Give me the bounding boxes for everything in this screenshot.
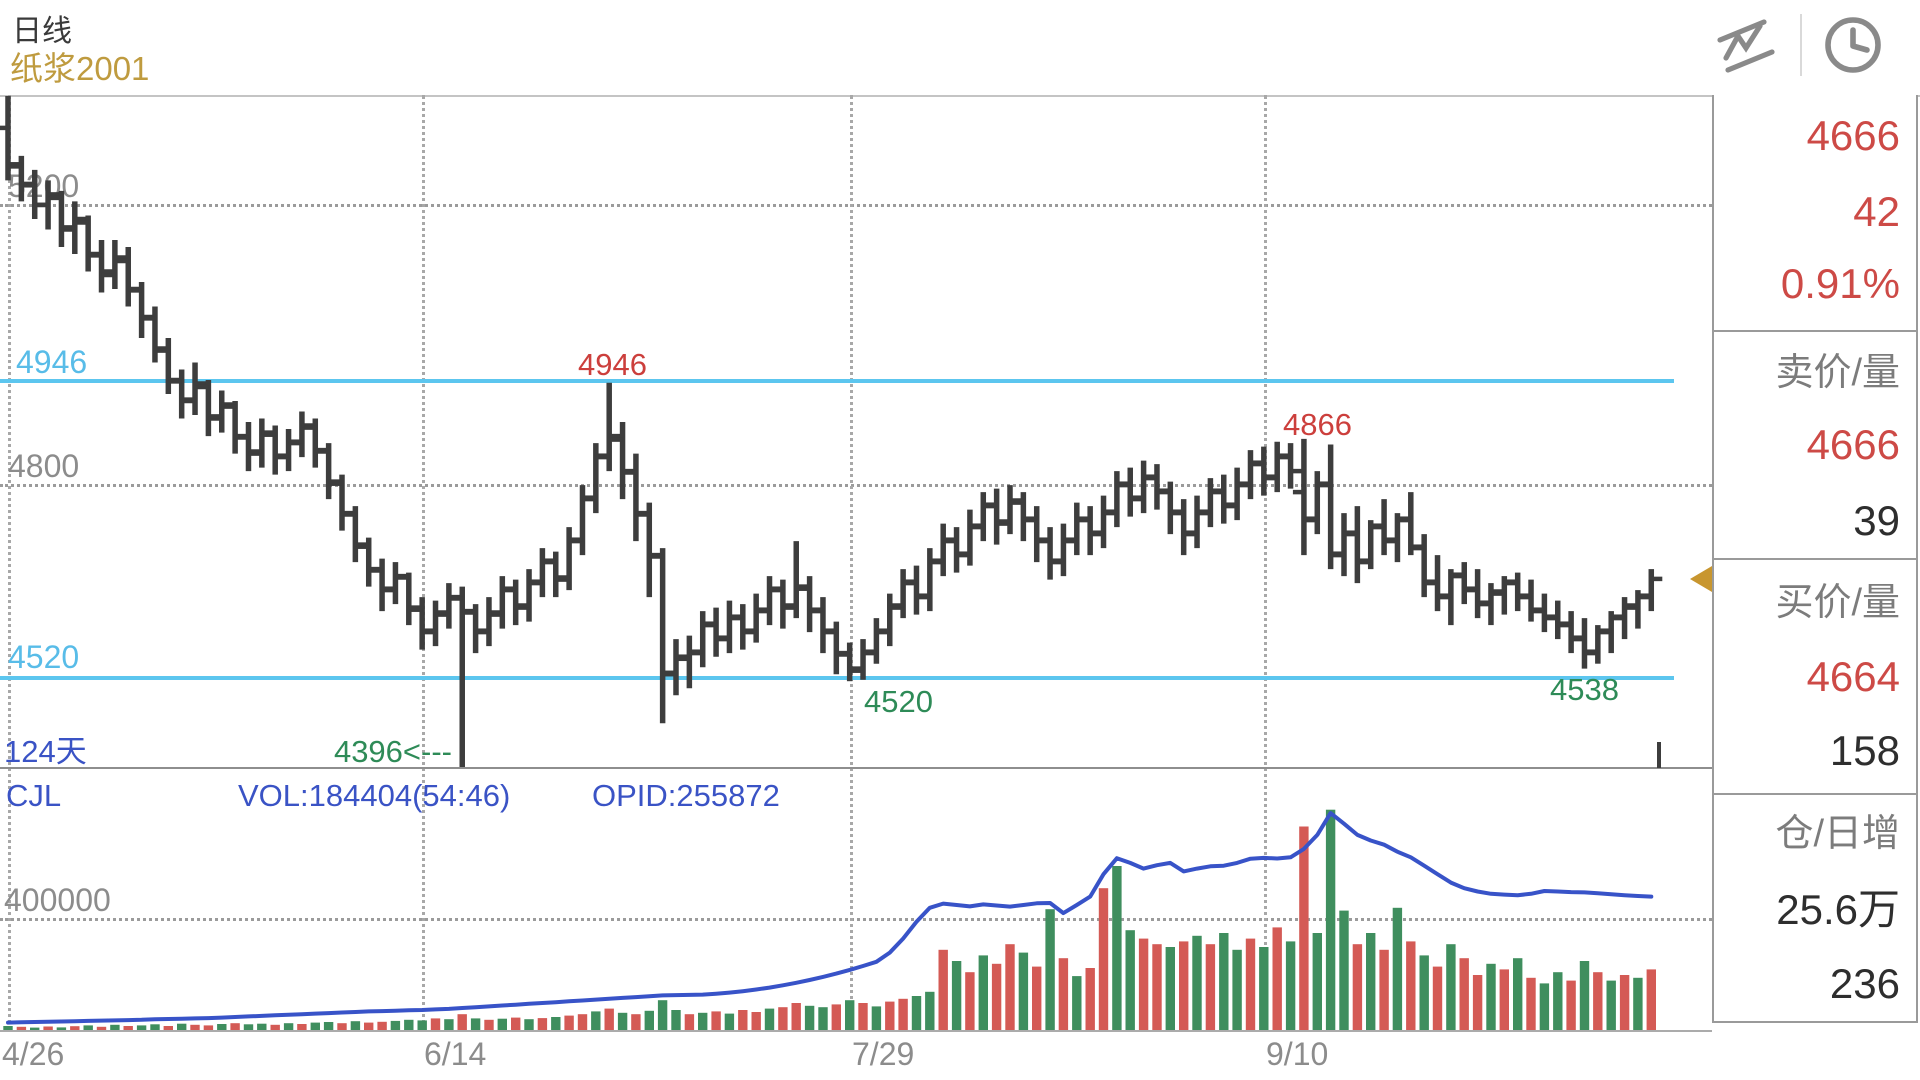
bid-section: 买价/量 4664 158 bbox=[1714, 558, 1916, 793]
x-axis-line bbox=[0, 1030, 1712, 1032]
ask-price: 4666 bbox=[1806, 421, 1900, 468]
gridline-sep10 bbox=[1264, 95, 1267, 1031]
gridline-5200 bbox=[0, 204, 1712, 207]
annotation-low-4520: 4520 bbox=[864, 684, 933, 719]
last-bar-tick bbox=[1657, 742, 1661, 768]
pane-divider bbox=[0, 767, 1712, 769]
quote-panel: 4666 42 0.91% 卖价/量 4666 39 买价/量 4664 158… bbox=[1712, 95, 1918, 1023]
gridline-4800 bbox=[0, 484, 1712, 487]
panel-divider bbox=[1714, 558, 1916, 560]
price-change: 42 bbox=[1853, 188, 1900, 235]
open-interest-change: 236 bbox=[1829, 960, 1900, 1007]
support-line-4520 bbox=[0, 676, 1674, 680]
annotation-low-4396: 4396<--- bbox=[333, 734, 452, 769]
toolbar-divider bbox=[1800, 14, 1802, 76]
gridline-apr26 bbox=[8, 95, 11, 1031]
chart-canvas bbox=[0, 96, 1663, 1031]
chart-area[interactable] bbox=[0, 95, 1712, 1031]
last-price: 4666 bbox=[1806, 112, 1900, 159]
chart-period-label[interactable]: 日线 bbox=[12, 15, 72, 48]
volume-readout: VOL:184404(54:46) bbox=[238, 778, 511, 813]
level-label-4520: 4520 bbox=[8, 639, 80, 675]
open-interest-label: 仓/日增 bbox=[1775, 813, 1900, 855]
level-label-4946: 4946 bbox=[16, 344, 88, 380]
x-tick-sep10: 9/10 bbox=[1266, 1036, 1329, 1072]
contract-name[interactable]: 纸浆2001 bbox=[10, 50, 150, 87]
last-price-arrow-icon bbox=[1690, 566, 1712, 592]
gridline-400000 bbox=[0, 918, 1712, 921]
open-interest-section: 仓/日增 25.6万 236 bbox=[1714, 793, 1916, 1023]
annotation-low-4538: 4538 bbox=[1550, 672, 1619, 707]
ask-section: 卖价/量 4666 39 bbox=[1714, 330, 1916, 558]
x-tick-apr26: 4/26 bbox=[2, 1036, 65, 1072]
annotation-high-4866: 4866 bbox=[1283, 407, 1352, 442]
draw-trend-lines-button[interactable] bbox=[1714, 16, 1778, 81]
price-label-4800: 4800 bbox=[8, 448, 80, 484]
gridline-jun14 bbox=[422, 95, 425, 1031]
time-period-button[interactable] bbox=[1820, 12, 1886, 83]
ask-quantity: 39 bbox=[1853, 497, 1900, 544]
last-price-section: 4666 42 0.91% bbox=[1714, 95, 1916, 330]
open-interest-readout: OPID:255872 bbox=[592, 778, 780, 813]
clock-icon bbox=[1820, 17, 1886, 82]
bid-quantity: 158 bbox=[1829, 727, 1900, 774]
days-count-label: 124天 bbox=[4, 734, 87, 769]
bid-label: 买价/量 bbox=[1775, 582, 1900, 624]
ask-label: 卖价/量 bbox=[1775, 352, 1900, 394]
x-tick-jul29: 7/29 bbox=[852, 1036, 915, 1072]
open-interest-value: 25.6万 bbox=[1776, 886, 1900, 933]
bid-price: 4664 bbox=[1806, 653, 1900, 700]
gridline-jul29 bbox=[850, 95, 853, 1031]
chart-top-border bbox=[0, 95, 1920, 97]
panel-divider bbox=[1714, 793, 1916, 795]
panel-divider bbox=[1714, 330, 1916, 332]
resistance-line-4946 bbox=[0, 379, 1674, 383]
indicator-name[interactable]: CJL bbox=[6, 778, 62, 813]
price-change-percent: 0.91% bbox=[1780, 260, 1900, 307]
x-tick-jun14: 6/14 bbox=[424, 1036, 487, 1072]
trend-lines-icon bbox=[1714, 19, 1778, 80]
volume-axis-label: 400000 bbox=[4, 882, 111, 918]
annotation-high-4946: 4946 bbox=[578, 347, 647, 382]
